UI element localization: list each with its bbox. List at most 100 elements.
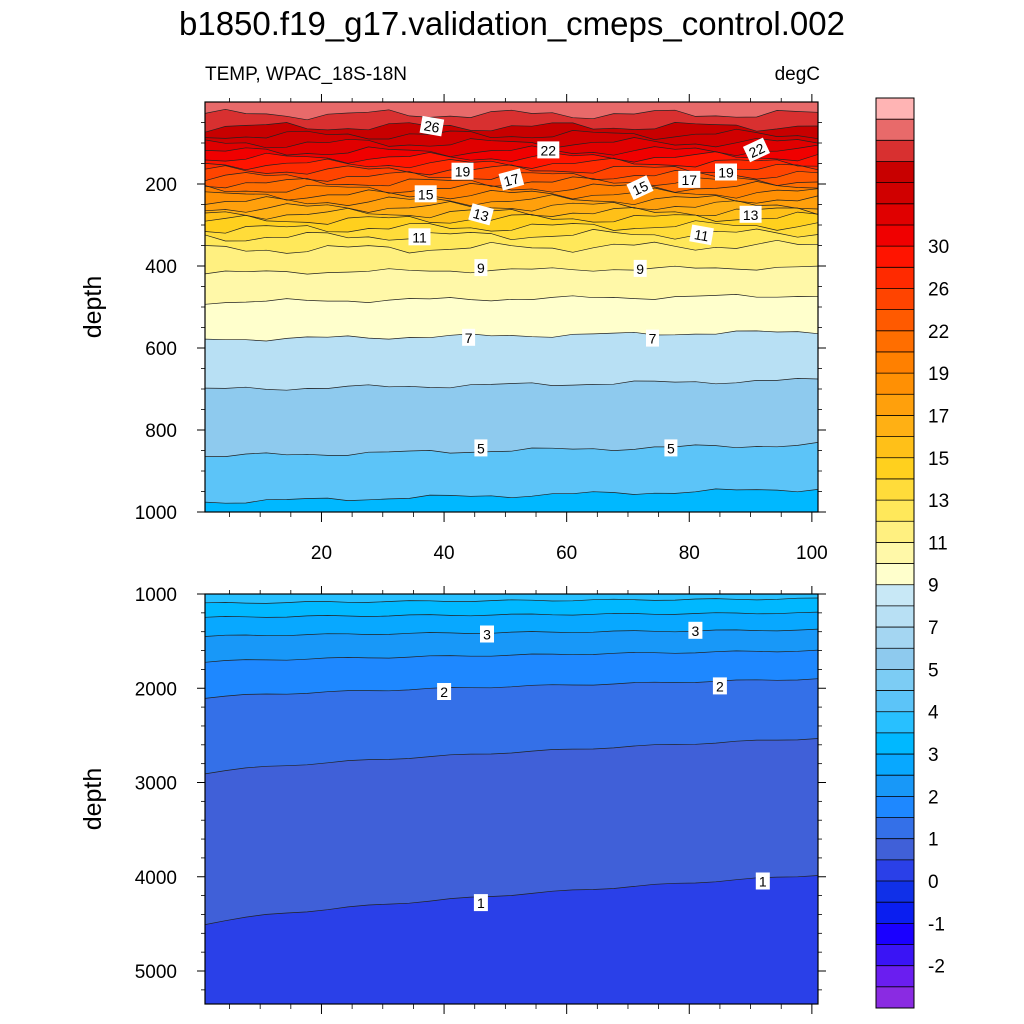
upper-contour-label: 22 [742, 137, 771, 163]
colorbar-swatch [876, 182, 914, 205]
colorbar-swatch [876, 140, 914, 162]
upper-contour-label-box [414, 185, 437, 203]
upper-contour-label-box [474, 439, 488, 457]
colorbar-tick-label: 19 [928, 364, 949, 385]
colorbar-swatch [876, 859, 914, 882]
colorbar-swatch [876, 478, 914, 501]
upper-contour-label-box [498, 168, 525, 191]
colorbar-tick-label: 7 [928, 618, 939, 639]
units-subtitle: degC [774, 64, 820, 85]
lower-contour-label-text: 1 [477, 895, 485, 911]
colorbar-swatch [876, 711, 914, 734]
upper-contour-line [205, 157, 818, 171]
upper-x-tick-label: 40 [433, 543, 454, 564]
upper-contour-label-text: 19 [455, 164, 471, 180]
colorbar-swatch [876, 267, 914, 289]
colorbar-swatch [876, 288, 914, 310]
lower-contour-label: 1 [473, 894, 488, 912]
colorbar-swatch [876, 309, 914, 332]
upper-y-axis-title: depth [79, 276, 107, 339]
upper-contour-line [205, 137, 818, 149]
upper-contour-label-text: 22 [541, 142, 557, 158]
upper-contour-label: 7 [646, 329, 659, 347]
upper-x-tick-label: 80 [679, 543, 700, 564]
lower-contour-label-text: 2 [716, 678, 724, 694]
upper-contour-line [205, 239, 818, 254]
lower-contour-line [205, 875, 818, 925]
upper-contour-label: 19 [715, 163, 737, 181]
upper-contour-line [205, 265, 818, 275]
upper-contour-label-box [664, 439, 678, 457]
colorbar-swatch [876, 436, 914, 459]
upper-contour-line [205, 378, 818, 391]
upper-contour-line [205, 228, 818, 242]
upper-band-fill [205, 488, 818, 512]
lower-contour-line [205, 738, 818, 775]
upper-contour-label-text: 22 [746, 140, 767, 161]
upper-contour-label-text: 13 [743, 207, 759, 223]
colorbar-swatch [876, 563, 914, 586]
upper-contour-line [205, 200, 818, 213]
upper-contour-label: 19 [451, 162, 474, 180]
upper-contour-label-box [462, 328, 476, 346]
upper-contour-fills [205, 102, 818, 512]
lower-contour-line [205, 628, 818, 637]
upper-contour-label: 17 [498, 168, 525, 191]
colorbar-swatch [876, 203, 914, 226]
upper-contour-label-text: 15 [418, 186, 434, 202]
lower-contour-label: 3 [688, 621, 703, 639]
upper-contour-line [205, 187, 818, 201]
upper-contour-label-text: 13 [471, 205, 490, 225]
upper-contour-label-box [742, 137, 771, 163]
lower-contour-label-box [480, 625, 494, 643]
upper-contour-label-box [419, 115, 445, 137]
colorbar-swatch [876, 732, 914, 755]
upper-contour-label-box [646, 329, 659, 347]
upper-contour-label-text: 5 [477, 440, 485, 456]
colorbar-swatch [876, 754, 914, 776]
lower-contour-label-box [712, 677, 727, 695]
upper-contour-label: 15 [626, 175, 654, 200]
colorbar-tick-label: 22 [928, 322, 949, 343]
colorbar-swatch [876, 965, 914, 988]
upper-x-tick-label: 100 [796, 543, 828, 564]
upper-x-tick-label: 60 [556, 543, 577, 564]
upper-depth-panel: 26 22 22 19 19 17 17 15 15 13 13 11 11 9 9 7 7 5 5 200 400 60… [79, 94, 828, 564]
upper-contour-line [205, 294, 818, 305]
upper-contour-line [205, 330, 818, 342]
colorbar-swatch [876, 394, 914, 416]
upper-contour-label-box [408, 228, 431, 246]
lower-contour-label-text: 1 [759, 874, 767, 890]
colorbar-tick-label: 4 [928, 703, 939, 724]
upper-contour-label-box [739, 205, 762, 223]
upper-contour-label-box [537, 141, 560, 159]
colorbar-tick-label: 2 [928, 787, 939, 808]
upper-contour-line [205, 181, 818, 194]
lower-y-tick-label: 5000 [135, 962, 177, 983]
upper-contour-label-text: 19 [718, 165, 734, 181]
colorbar-swatch [876, 838, 914, 861]
lower-contour-label: 1 [755, 872, 770, 890]
colorbar-swatch [876, 605, 914, 628]
upper-contour-label-text: 17 [502, 170, 521, 190]
color-bar: -2 -1 0 1 2 3 4 5 7 9 11 13 15 17 19 22 26 30 [875, 97, 949, 1009]
colorbar-tick-label: 5 [928, 660, 939, 681]
colorbar-tick-label: -2 [928, 957, 945, 978]
colorbar-swatch [876, 500, 914, 522]
colorbar-swatch [876, 351, 914, 374]
colorbar-swatch [876, 923, 914, 945]
colorbar-swatch [876, 415, 914, 437]
upper-contour-label-text: 11 [412, 229, 427, 245]
upper-contour-label: 15 [414, 185, 437, 203]
upper-y-tick-label: 200 [145, 175, 177, 196]
colorbar-swatch [876, 881, 914, 903]
upper-contour-label: 5 [664, 439, 678, 457]
upper-contour-label: 7 [462, 328, 476, 346]
colorbar-swatch [876, 224, 914, 247]
upper-contour-label-box [468, 203, 494, 226]
upper-contour-label: 17 [678, 170, 701, 188]
upper-x-tick-label: 20 [311, 543, 332, 564]
lower-contour-label-text: 2 [440, 684, 448, 700]
colorbar-tick-label: 26 [928, 279, 949, 300]
lower-contour-label-box [437, 683, 452, 700]
